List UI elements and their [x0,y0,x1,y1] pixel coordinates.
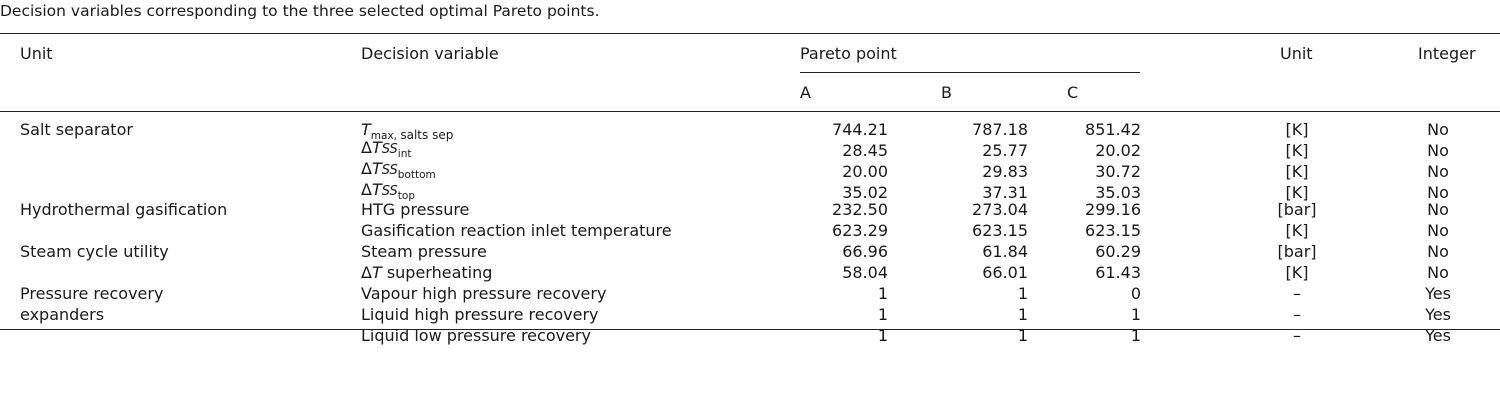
var-delta-t-superheating: ΔT superheating [361,263,493,282]
integer-cell: Yes [1425,284,1451,303]
value-a-cell: 232.50 [832,200,888,219]
group-salt-separator: Salt separator [20,120,133,139]
decision-variable-cell: HTG pressure [361,200,470,219]
unit-cell: [K] [1285,183,1309,202]
integer-cell: No [1427,242,1449,261]
var-tmax-salts-sep: Tmax, salts sep [361,120,454,142]
value-b-cell: 787.18 [972,120,1028,139]
value-b-cell: 1 [1017,284,1028,303]
value-c-cell: 20.02 [1095,141,1141,160]
value-b-cell: 1 [1017,305,1028,324]
value-b-cell: 1 [1017,326,1028,345]
header-point-b: B [941,83,952,102]
integer-cell: No [1427,221,1449,240]
header-integer: Integer [1418,44,1476,63]
value-b-cell: 66.01 [982,263,1028,282]
var-delta-tss-bottom: ΔTSSbottom [361,159,436,181]
integer-cell: No [1427,141,1449,160]
decision-variable-cell: Vapour high pressure recovery [361,284,607,303]
value-c-cell: 1 [1130,326,1141,345]
unit-cell: [bar] [1277,242,1317,261]
unit-cell: – [1293,326,1301,345]
value-c-cell: 60.29 [1095,242,1141,261]
table-caption: Decision variables corresponding to the … [0,2,600,20]
unit-cell: [K] [1285,162,1309,181]
bottom-rule [0,329,1500,330]
value-a-cell: 58.04 [842,263,888,282]
var-delta-tss-top: ΔTSStop [361,180,415,202]
header-point-a: A [800,83,811,102]
value-b-cell: 37.31 [982,183,1028,202]
value-a-cell: 1 [877,284,888,303]
unit-cell: – [1293,305,1301,324]
unit-cell: [K] [1285,120,1309,139]
header-unit: Unit [1280,44,1313,63]
value-b-cell: 61.84 [982,242,1028,261]
var-delta-tss-int: ΔTSSint [361,138,412,160]
value-b-cell: 623.15 [972,221,1028,240]
unit-cell: [bar] [1277,200,1317,219]
value-c-cell: 623.15 [1085,221,1141,240]
group-pressure-recovery-line1: Pressure recovery [20,284,164,303]
integer-cell: No [1427,162,1449,181]
value-c-cell: 299.16 [1085,200,1141,219]
unit-cell: [K] [1285,221,1309,240]
group-steam-cycle-utility: Steam cycle utility [20,242,169,261]
header-pareto-point: Pareto point [800,44,897,63]
decision-variable-cell: Liquid low pressure recovery [361,326,591,345]
integer-cell: No [1427,120,1449,139]
value-b-cell: 25.77 [982,141,1028,160]
value-c-cell: 61.43 [1095,263,1141,282]
integer-cell: No [1427,183,1449,202]
integer-cell: Yes [1425,305,1451,324]
pareto-point-rule [800,72,1140,73]
value-a-cell: 35.02 [842,183,888,202]
group-hydrothermal-gasification: Hydrothermal gasification [20,200,228,219]
integer-cell: No [1427,200,1449,219]
unit-cell: – [1293,284,1301,303]
value-c-cell: 30.72 [1095,162,1141,181]
value-a-cell: 623.29 [832,221,888,240]
decision-variable-cell: Gasification reaction inlet temperature [361,221,672,240]
decision-variable-cell: Liquid high pressure recovery [361,305,599,324]
header-unit-group: Unit [20,44,53,63]
value-b-cell: 273.04 [972,200,1028,219]
integer-cell: No [1427,263,1449,282]
value-a-cell: 28.45 [842,141,888,160]
value-a-cell: 66.96 [842,242,888,261]
header-decision-variable: Decision variable [361,44,499,63]
value-b-cell: 29.83 [982,162,1028,181]
value-a-cell: 20.00 [842,162,888,181]
group-pressure-recovery-line2: expanders [20,305,105,324]
value-c-cell: 35.03 [1095,183,1141,202]
value-c-cell: 0 [1130,284,1141,303]
decision-variable-cell: Steam pressure [361,242,487,261]
integer-cell: Yes [1425,326,1451,345]
value-c-cell: 1 [1130,305,1141,324]
header-rule [0,111,1500,112]
header-point-c: C [1067,83,1079,102]
value-c-cell: 851.42 [1085,120,1141,139]
unit-cell: [K] [1285,263,1309,282]
value-a-cell: 1 [877,305,888,324]
top-rule [0,33,1500,34]
unit-cell: [K] [1285,141,1309,160]
value-a-cell: 1 [877,326,888,345]
value-a-cell: 744.21 [832,120,888,139]
